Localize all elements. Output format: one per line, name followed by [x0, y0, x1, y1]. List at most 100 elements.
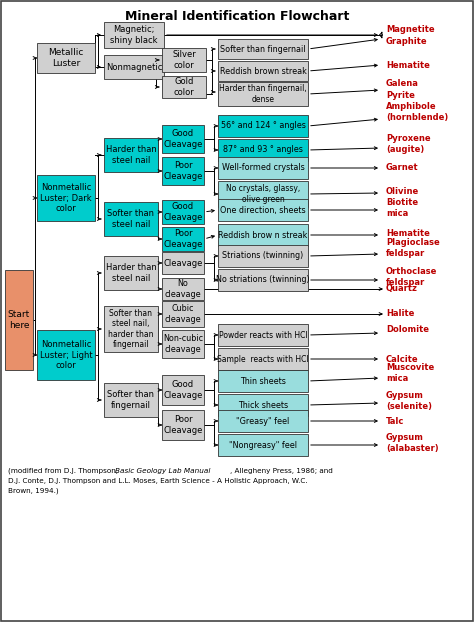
- FancyBboxPatch shape: [218, 181, 308, 207]
- Text: Magnetite: Magnetite: [386, 24, 435, 34]
- FancyBboxPatch shape: [162, 375, 204, 405]
- FancyBboxPatch shape: [104, 306, 158, 352]
- Text: Poor
Cleavage: Poor Cleavage: [164, 161, 203, 181]
- FancyBboxPatch shape: [37, 175, 95, 221]
- Text: No striations (twinning): No striations (twinning): [216, 276, 310, 284]
- Text: Softer than
steel nail: Softer than steel nail: [108, 209, 155, 229]
- Text: Start
here: Start here: [8, 310, 30, 330]
- Text: Harder than fingernail,
dense: Harder than fingernail, dense: [219, 85, 307, 104]
- Text: Reddish brown streak: Reddish brown streak: [219, 67, 306, 75]
- Text: Halite: Halite: [386, 310, 414, 318]
- FancyBboxPatch shape: [218, 324, 308, 346]
- FancyBboxPatch shape: [162, 301, 204, 327]
- Text: Gold
color: Gold color: [173, 77, 194, 96]
- Text: Hematite: Hematite: [386, 228, 430, 238]
- FancyBboxPatch shape: [218, 115, 308, 137]
- Text: Brown, 1994.): Brown, 1994.): [8, 488, 59, 494]
- Text: Good
Cleavage: Good Cleavage: [164, 202, 203, 221]
- Text: Silver
color: Silver color: [172, 50, 196, 70]
- Text: Good
Cleavage: Good Cleavage: [164, 129, 203, 149]
- Text: Sample  reacts with HCl: Sample reacts with HCl: [217, 355, 309, 363]
- Text: Amphibole
(hornblende): Amphibole (hornblende): [386, 102, 448, 122]
- FancyBboxPatch shape: [218, 199, 308, 221]
- FancyBboxPatch shape: [218, 139, 308, 161]
- Text: Orthoclase
feldspar: Orthoclase feldspar: [386, 267, 438, 287]
- Text: Harder than
steel nail: Harder than steel nail: [106, 146, 156, 165]
- FancyBboxPatch shape: [218, 245, 308, 267]
- FancyBboxPatch shape: [218, 82, 308, 106]
- FancyBboxPatch shape: [218, 348, 308, 370]
- Text: Non-cubic
cleavage: Non-cubic cleavage: [163, 334, 203, 354]
- FancyBboxPatch shape: [162, 125, 204, 153]
- Text: Mineral Identification Flowchart: Mineral Identification Flowchart: [125, 10, 349, 23]
- FancyBboxPatch shape: [162, 227, 204, 251]
- FancyBboxPatch shape: [104, 383, 158, 417]
- Text: Gypsum
(alabaster): Gypsum (alabaster): [386, 434, 438, 453]
- Text: Metallic
Luster: Metallic Luster: [48, 49, 84, 68]
- Text: Nonmetallic
Luster; Light
color: Nonmetallic Luster; Light color: [40, 340, 92, 370]
- Text: Hematite: Hematite: [386, 60, 430, 70]
- Text: Talc: Talc: [386, 417, 404, 425]
- FancyBboxPatch shape: [218, 370, 308, 392]
- Text: Magnetic;
shiny black: Magnetic; shiny black: [110, 26, 158, 45]
- Text: Softer than
steel nail,
harder than
fingernail: Softer than steel nail, harder than fing…: [108, 309, 154, 349]
- FancyBboxPatch shape: [104, 55, 164, 79]
- Text: Olivine: Olivine: [386, 187, 419, 195]
- FancyBboxPatch shape: [37, 43, 95, 73]
- Text: Poor
Cleavage: Poor Cleavage: [164, 230, 203, 249]
- Text: Biotite
mica: Biotite mica: [386, 198, 418, 218]
- Text: "Greasy" feel: "Greasy" feel: [237, 417, 290, 425]
- Text: Harder than
steel nail: Harder than steel nail: [106, 263, 156, 283]
- Text: Softer than
fingernail: Softer than fingernail: [108, 390, 155, 410]
- FancyBboxPatch shape: [5, 270, 33, 370]
- Text: Quartz: Quartz: [386, 284, 418, 294]
- Text: Cleavage: Cleavage: [164, 259, 203, 267]
- Text: Good
Cleavage: Good Cleavage: [164, 380, 203, 400]
- Text: , Allegheny Press, 1986; and: , Allegheny Press, 1986; and: [230, 468, 333, 474]
- Text: No crystals, glassy,
olive green: No crystals, glassy, olive green: [226, 184, 300, 203]
- FancyBboxPatch shape: [162, 48, 206, 72]
- FancyBboxPatch shape: [162, 410, 204, 440]
- FancyBboxPatch shape: [104, 202, 158, 236]
- FancyBboxPatch shape: [104, 22, 164, 48]
- Text: Thin sheets: Thin sheets: [240, 376, 286, 386]
- Text: Gypsum
(selenite): Gypsum (selenite): [386, 391, 432, 411]
- FancyBboxPatch shape: [162, 200, 204, 224]
- FancyBboxPatch shape: [218, 434, 308, 456]
- FancyBboxPatch shape: [104, 256, 158, 290]
- Text: (modified from D.J. Thompson,: (modified from D.J. Thompson,: [8, 468, 118, 475]
- FancyBboxPatch shape: [162, 157, 204, 185]
- Text: Powder reacts with HCl: Powder reacts with HCl: [219, 330, 307, 340]
- Text: Well-formed crystals: Well-formed crystals: [222, 164, 304, 172]
- Text: Thick sheets: Thick sheets: [238, 401, 288, 409]
- Text: No
cleavage: No cleavage: [164, 279, 201, 299]
- FancyBboxPatch shape: [162, 278, 204, 300]
- Text: Graphite: Graphite: [386, 37, 428, 45]
- Text: 56° and 124 ° angles: 56° and 124 ° angles: [220, 121, 305, 131]
- Text: Softer than fingernail: Softer than fingernail: [220, 45, 306, 53]
- FancyBboxPatch shape: [218, 410, 308, 432]
- Text: One direction, sheets: One direction, sheets: [220, 205, 306, 215]
- Text: Reddish brow n streak: Reddish brow n streak: [219, 231, 308, 239]
- Text: Pyrite: Pyrite: [386, 91, 415, 101]
- FancyBboxPatch shape: [218, 39, 308, 59]
- Text: Plagioclase
feldspar: Plagioclase feldspar: [386, 238, 440, 258]
- FancyBboxPatch shape: [37, 330, 95, 380]
- FancyBboxPatch shape: [218, 224, 308, 246]
- FancyBboxPatch shape: [218, 394, 308, 416]
- Text: Garnet: Garnet: [386, 164, 419, 172]
- Text: 87° and 93 ° angles: 87° and 93 ° angles: [223, 146, 303, 154]
- FancyBboxPatch shape: [218, 269, 308, 291]
- FancyBboxPatch shape: [218, 61, 308, 81]
- Text: Muscovite
mica: Muscovite mica: [386, 363, 434, 383]
- Text: Poor
Cleavage: Poor Cleavage: [164, 415, 203, 435]
- Text: Dolomite: Dolomite: [386, 325, 429, 335]
- FancyBboxPatch shape: [104, 138, 158, 172]
- Text: "Nongreasy" feel: "Nongreasy" feel: [229, 440, 297, 450]
- Text: Cubic
cleavage: Cubic cleavage: [164, 304, 201, 323]
- Text: Pyroxene
(augite): Pyroxene (augite): [386, 134, 430, 154]
- Text: Basic Geology Lab Manual: Basic Geology Lab Manual: [115, 468, 210, 474]
- Text: D.J. Conte, D.J. Thompson and L.L. Moses, Earth Science - A Holistic Approach, W: D.J. Conte, D.J. Thompson and L.L. Moses…: [8, 478, 308, 484]
- Text: Galena: Galena: [386, 78, 419, 88]
- Text: Nonmetallic
Luster; Dark
color: Nonmetallic Luster; Dark color: [40, 183, 92, 213]
